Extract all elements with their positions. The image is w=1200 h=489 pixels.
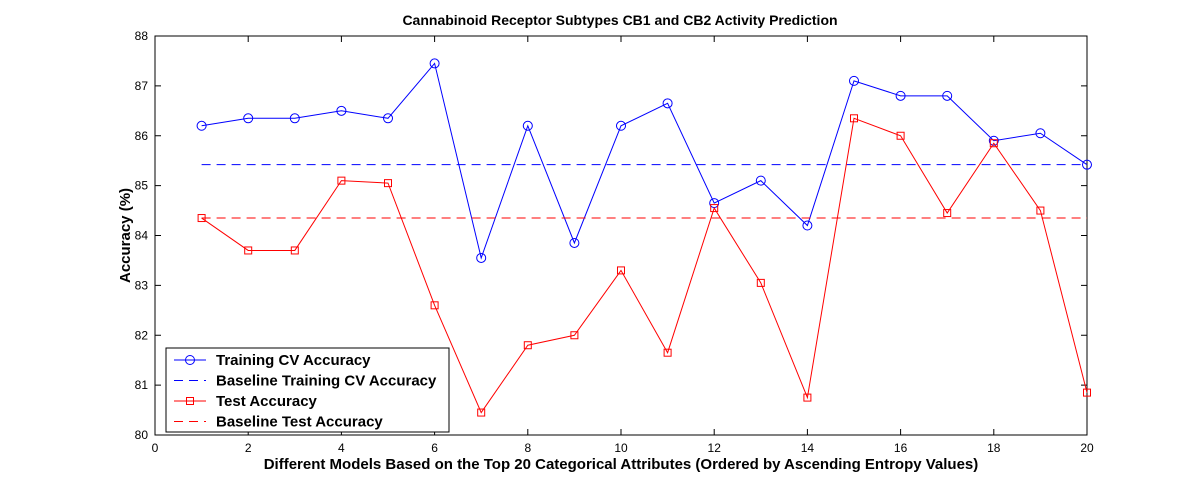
y-tick-label: 81 <box>135 378 149 392</box>
data-point-training-cv-accuracy <box>569 237 580 248</box>
data-point-test-accuracy <box>850 114 858 123</box>
data-point-test-accuracy <box>896 131 905 140</box>
x-tick-label: 0 <box>152 441 159 455</box>
data-point-training-cv-accuracy <box>755 175 766 186</box>
legend: Training CV Accuracy Baseline Training CV… <box>165 347 450 433</box>
data-point-test-accuracy <box>663 348 672 357</box>
data-point-test-accuracy <box>523 341 532 350</box>
legend-label: Test Accuracy <box>216 393 318 410</box>
data-point-test-accuracy <box>430 301 439 310</box>
data-point-training-cv-accuracy <box>895 90 906 101</box>
data-point-training-cv-accuracy <box>802 220 813 231</box>
data-point-test-accuracy <box>989 139 998 148</box>
data-point-test-accuracy <box>290 246 299 255</box>
data-point-training-cv-accuracy <box>988 135 999 146</box>
data-point-training-cv-accuracy <box>1035 128 1046 139</box>
y-tick-label: 87 <box>135 79 149 93</box>
x-tick-label: 14 <box>801 441 815 455</box>
data-point-training-cv-accuracy <box>336 105 347 116</box>
data-point-test-accuracy <box>710 204 719 213</box>
data-point-test-accuracy <box>384 179 392 188</box>
data-point-test-accuracy <box>1083 388 1091 397</box>
legend-label: Training CV Accuracy <box>216 352 371 369</box>
data-point-test-accuracy <box>570 331 579 340</box>
x-tick-label: 4 <box>338 441 345 455</box>
y-tick-label: 88 <box>135 29 149 43</box>
data-point-training-cv-accuracy <box>429 58 440 69</box>
series-line-test-accuracy <box>201 117 1088 414</box>
chart-title: Cannabinoid Receptor Subtypes CB1 and CB… <box>402 12 837 28</box>
x-tick-label: 12 <box>708 441 722 455</box>
data-point-test-accuracy <box>337 176 346 185</box>
data-point-training-cv-accuracy <box>616 120 626 131</box>
legend-label: Baseline Training CV Accuracy <box>216 373 437 390</box>
data-point-test-accuracy <box>617 266 625 275</box>
data-point-training-cv-accuracy <box>476 252 487 263</box>
data-point-training-cv-accuracy <box>383 113 393 124</box>
x-tick-label: 20 <box>1080 441 1094 455</box>
legend-label: Baseline Test Accuracy <box>216 414 383 431</box>
data-point-test-accuracy <box>803 393 812 402</box>
data-point-training-cv-accuracy <box>942 90 953 101</box>
data-point-test-accuracy <box>244 246 253 255</box>
data-point-test-accuracy <box>477 408 486 417</box>
legend-marker <box>186 397 194 405</box>
legend-marker <box>185 355 195 365</box>
x-tick-label: 16 <box>894 441 908 455</box>
data-point-training-cv-accuracy <box>196 120 207 131</box>
series-line-training-cv-accuracy <box>201 62 1088 260</box>
data-point-training-cv-accuracy <box>1082 159 1092 170</box>
data-point-test-accuracy <box>943 209 952 218</box>
axis-ticks: 0 2 4 6 8 10 12 14 16 18 20 80 81 82 83 84 85 86 87 88 <box>135 29 1094 455</box>
data-point-training-cv-accuracy <box>289 113 300 124</box>
series-test-accuracy <box>197 114 1091 417</box>
x-tick-label: 10 <box>614 441 628 455</box>
data-point-training-cv-accuracy <box>243 113 254 124</box>
data-point-training-cv-accuracy <box>849 75 859 86</box>
series-training-cv-accuracy <box>196 58 1092 263</box>
series-layer <box>196 58 1092 417</box>
y-tick-label: 80 <box>135 428 149 442</box>
x-axis-label: Different Models Based on the Top 20 Cat… <box>264 456 979 473</box>
legend-item-training-cv-accuracy: Training CV Accuracy <box>174 352 371 369</box>
data-point-training-cv-accuracy <box>662 98 673 109</box>
y-tick-label: 86 <box>135 129 149 143</box>
legend-box <box>165 347 450 433</box>
y-tick-label: 82 <box>135 328 149 342</box>
y-tick-label: 83 <box>135 278 149 292</box>
y-axis-label: Accuracy (%) <box>117 188 134 283</box>
x-tick-label: 6 <box>431 441 438 455</box>
x-tick-label: 18 <box>987 441 1001 455</box>
data-point-training-cv-accuracy <box>522 120 533 131</box>
x-tick-label: 2 <box>245 441 252 455</box>
y-tick-label: 85 <box>135 179 149 193</box>
legend-item-baseline-training-cv-accuracy: Baseline Training CV Accuracy <box>174 373 437 390</box>
legend-item-baseline-test-accuracy: Baseline Test Accuracy <box>174 414 383 431</box>
data-point-test-accuracy <box>756 278 765 287</box>
x-tick-label: 8 <box>524 441 531 455</box>
data-point-test-accuracy <box>1036 206 1045 215</box>
y-tick-label: 84 <box>135 229 149 243</box>
legend-item-test-accuracy: Test Accuracy <box>174 393 318 410</box>
